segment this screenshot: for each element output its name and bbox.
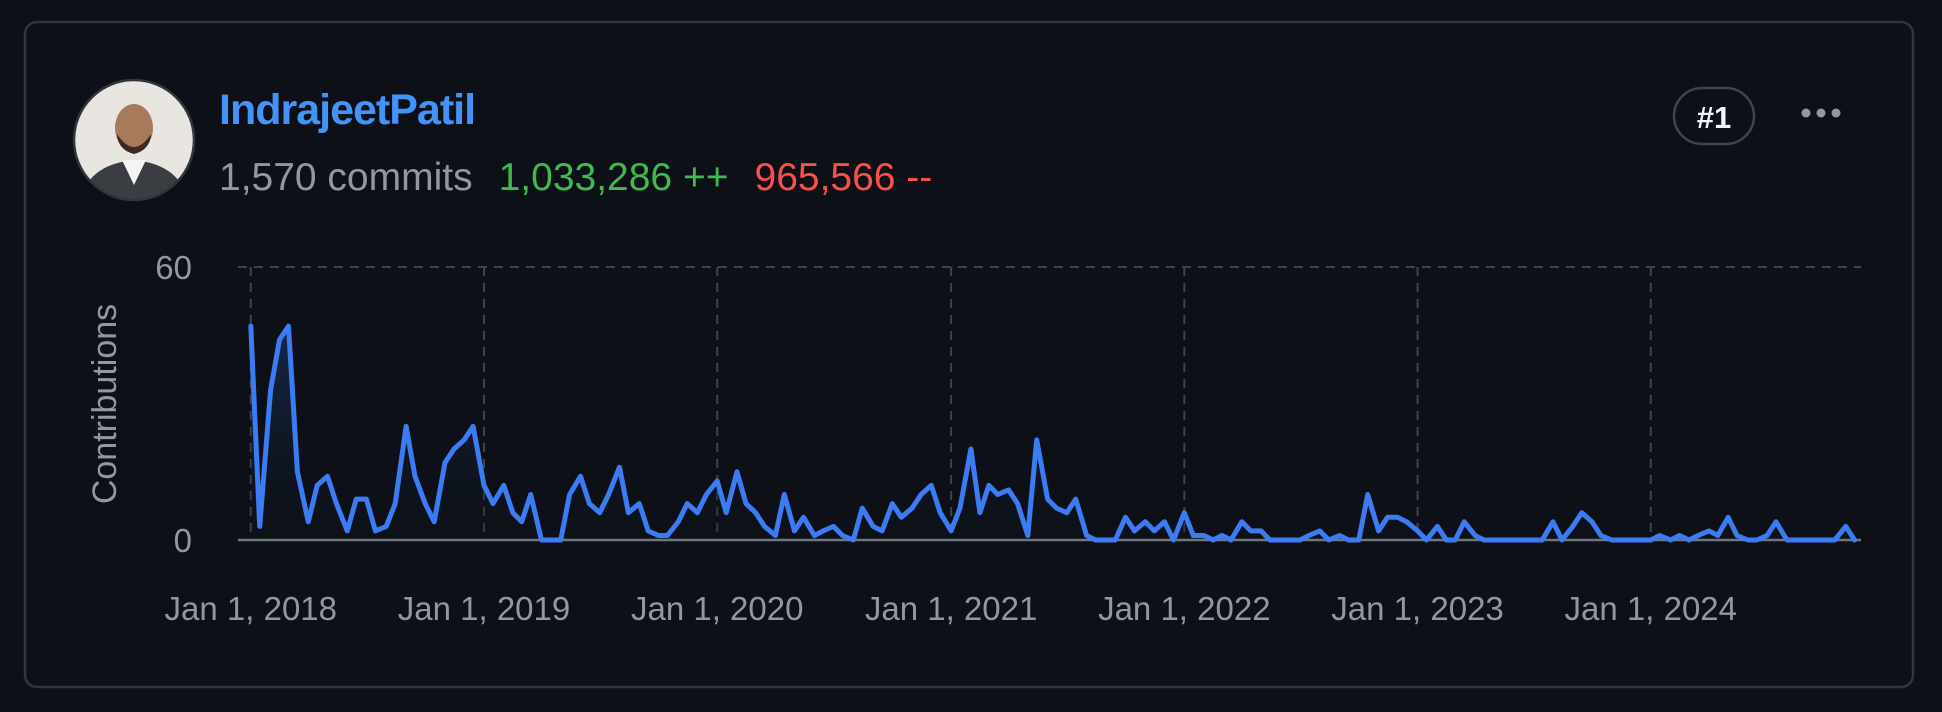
more-menu[interactable] bbox=[1801, 108, 1841, 118]
deletions: 965,566 -- bbox=[755, 156, 933, 199]
rank-badge bbox=[1672, 86, 1756, 146]
x-tick-label: Jan 1, 2021 bbox=[865, 590, 1037, 627]
commit-count: 1,570 commits bbox=[219, 156, 473, 199]
menu-dot bbox=[1831, 108, 1841, 118]
line bbox=[248, 323, 1858, 543]
avatar-beard bbox=[117, 134, 151, 154]
x-tick-label: Jan 1, 2023 bbox=[1331, 590, 1503, 627]
user-name[interactable]: IndrajeetPatil bbox=[219, 86, 476, 134]
avatar-face bbox=[115, 104, 153, 152]
x-tick-label: Jan 1, 2019 bbox=[398, 590, 570, 627]
menu-dot bbox=[1816, 108, 1826, 118]
x-tick-label: Jan 1, 2020 bbox=[631, 590, 803, 627]
avatar[interactable] bbox=[72, 78, 196, 205]
y-tick-label: 0 bbox=[174, 522, 192, 559]
avatar-shirt bbox=[122, 160, 146, 185]
x-tick-label: Jan 1, 2018 bbox=[165, 590, 337, 627]
x-tick-label: Jan 1, 2022 bbox=[1098, 590, 1270, 627]
additions: 1,033,286 ++ bbox=[499, 156, 729, 199]
area bbox=[250, 326, 1855, 540]
x-tick-label: Jan 1, 2024 bbox=[1565, 590, 1737, 627]
rank-label: #1 bbox=[1697, 100, 1731, 135]
menu-dot bbox=[1801, 108, 1811, 118]
y-axis-label: Contributions bbox=[86, 304, 124, 504]
chart: 0 60 Jan 1, 2018 Jan 1, 2019 Jan 1, 2020 Jan … bbox=[155, 249, 1861, 627]
avatar-border bbox=[72, 78, 196, 202]
y-tick-label: 60 bbox=[155, 249, 192, 286]
